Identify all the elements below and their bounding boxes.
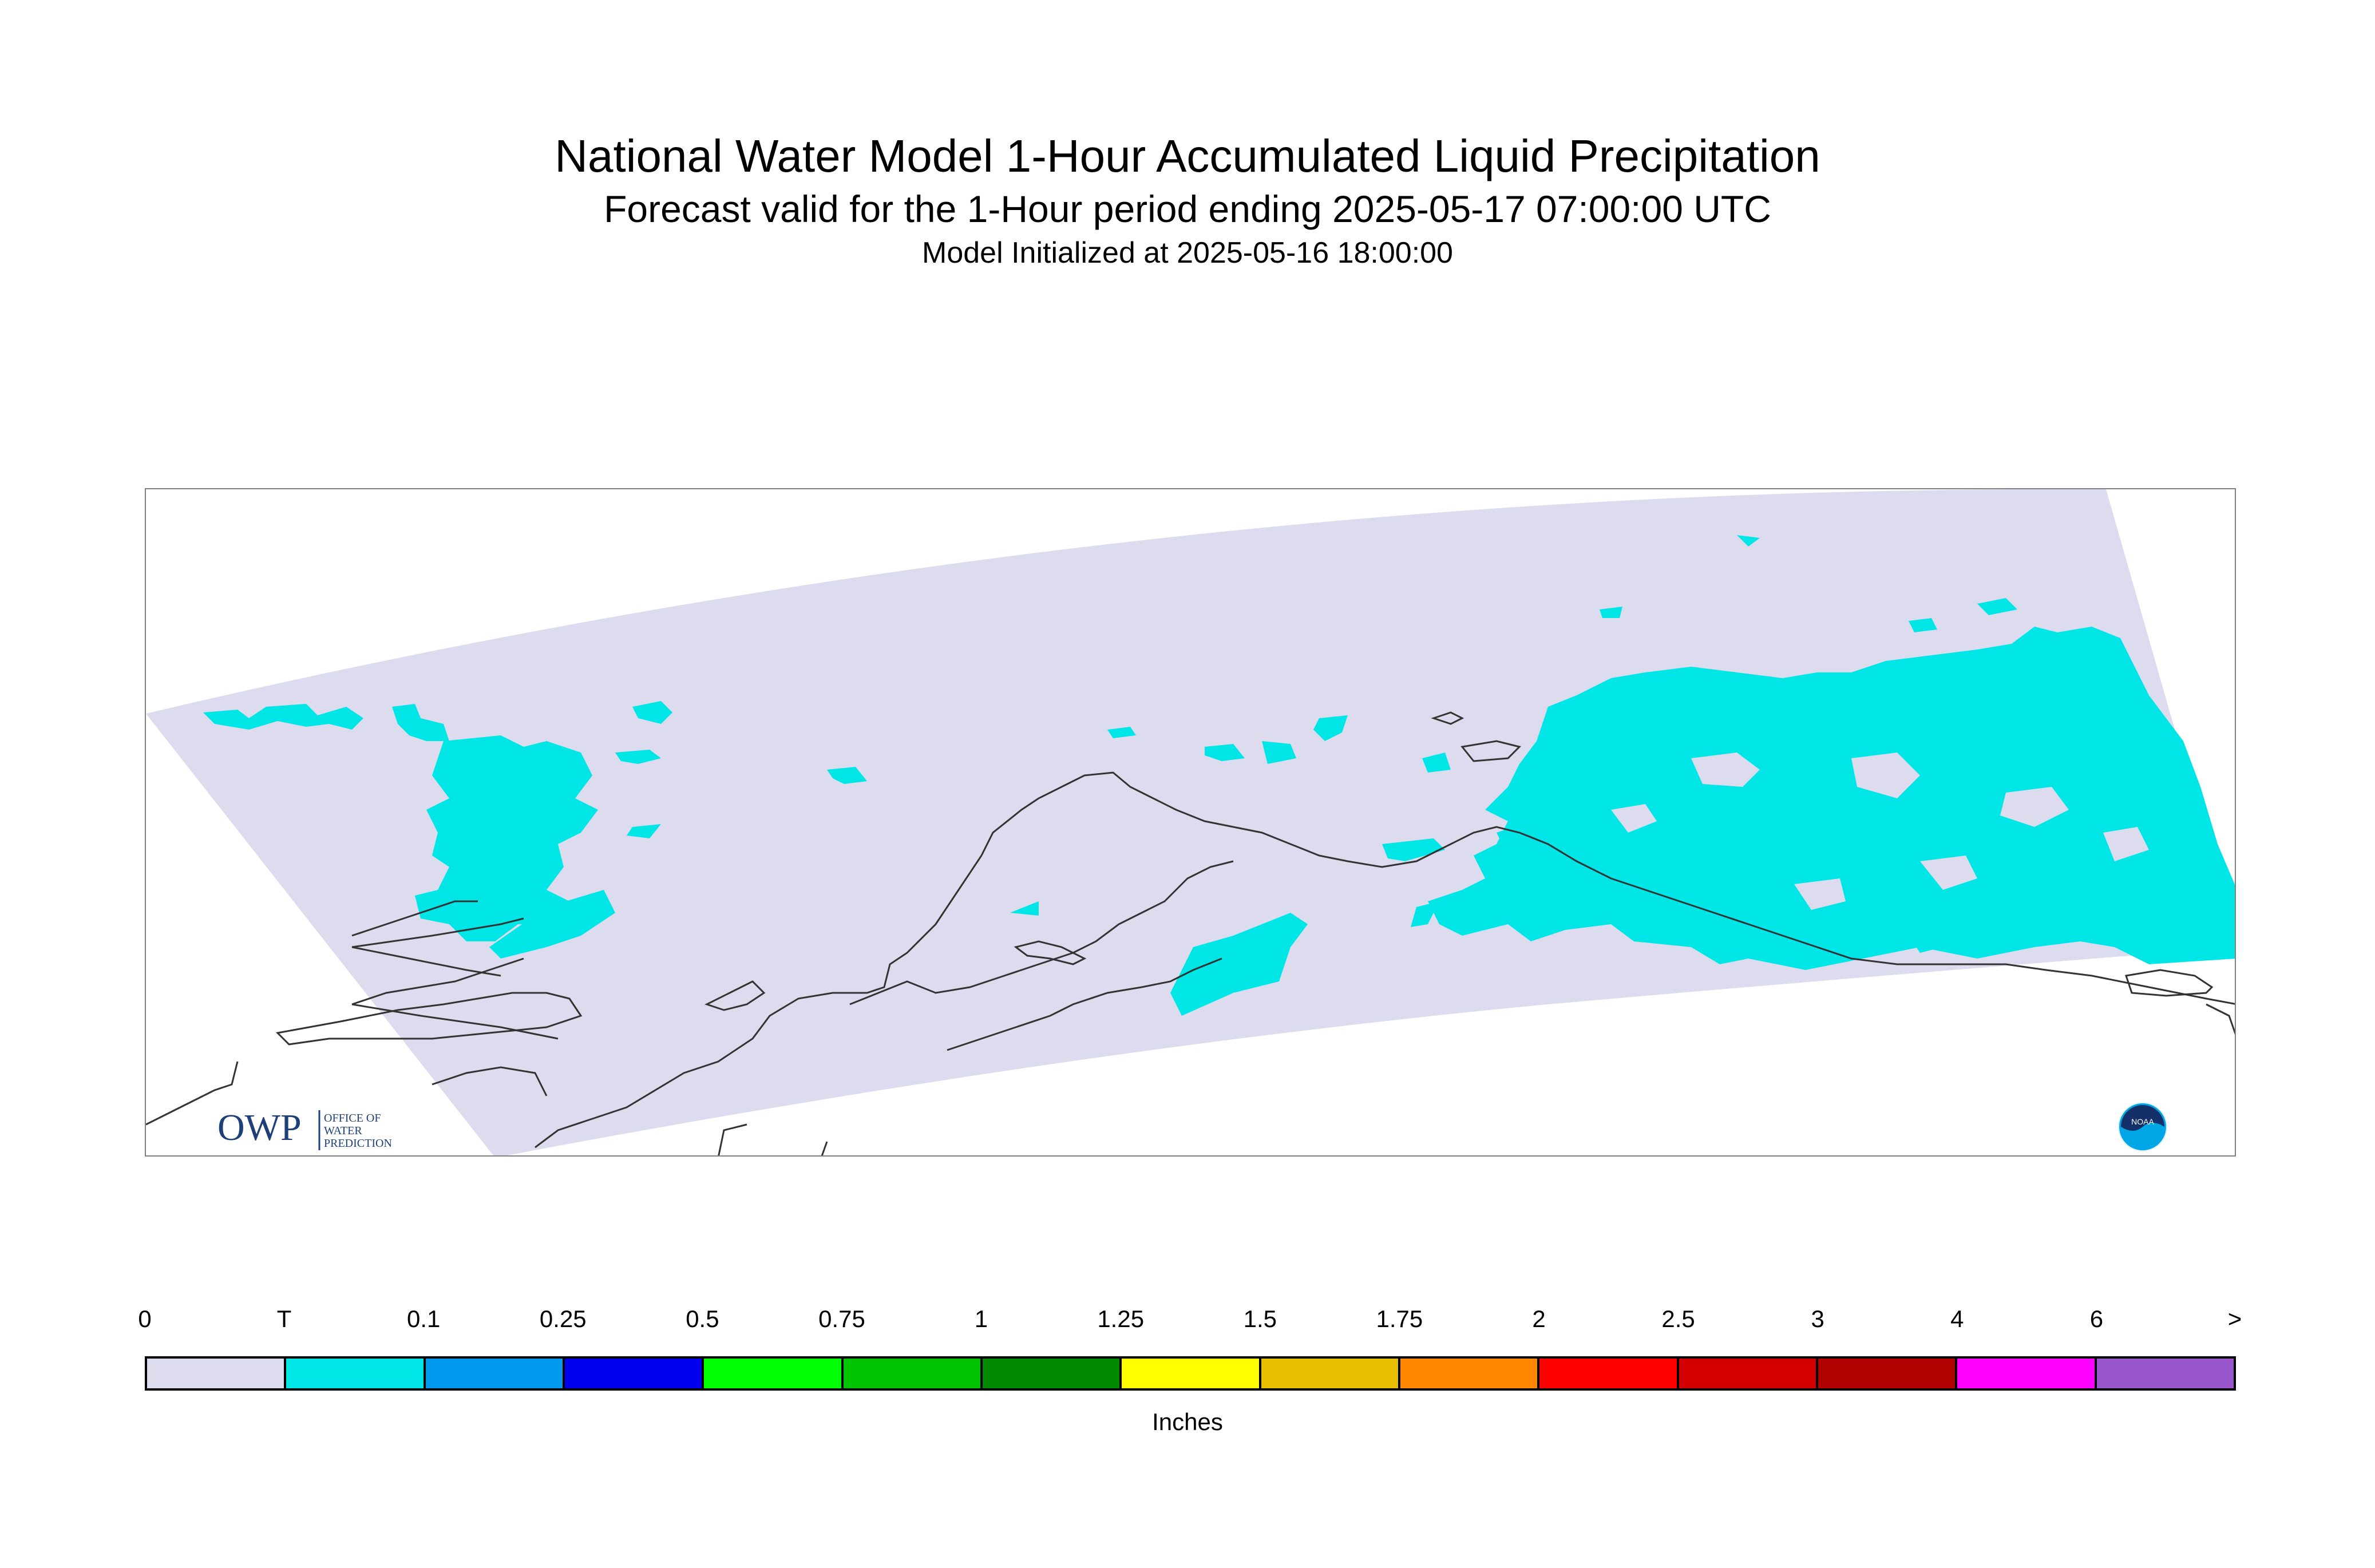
dry-patch [1851, 753, 1920, 798]
precip-patch [1262, 741, 1296, 764]
coastline [432, 1066, 548, 1096]
coastline [351, 957, 524, 1005]
precipitation-map [145, 488, 2236, 1157]
dry-patch [1794, 878, 1846, 910]
legend-tick-label: 6 [2089, 1305, 2104, 1332]
legend-tick-label: 2.5 [1661, 1305, 1695, 1332]
precip-patch [1010, 901, 1039, 916]
coastline [1460, 740, 1521, 762]
coastline [947, 957, 1222, 1051]
coastlines [146, 711, 2235, 1155]
legend-tick-label: > [2227, 1305, 2242, 1332]
legend-swatch [1818, 1359, 1958, 1388]
legend-swatch [425, 1359, 565, 1388]
legend-swatch [286, 1359, 426, 1388]
precip-patch [203, 704, 363, 730]
dry-patch [1920, 856, 1977, 890]
legend-tick-label: 0.1 [406, 1305, 441, 1332]
legend-tick-label: 0 [138, 1305, 152, 1332]
precip-patch [1313, 715, 1348, 741]
legend-swatch [1539, 1359, 1679, 1388]
legend-tick-label: 3 [1811, 1305, 1824, 1332]
precip-patch [1600, 607, 1622, 618]
precip-patch [615, 750, 661, 764]
legend-tick-label: 1.75 [1376, 1305, 1423, 1332]
precip-patch [1170, 913, 1308, 1016]
owp-logo: OWP OFFICE OF WATER PREDICTION [217, 1104, 435, 1156]
legend-swatch [843, 1359, 983, 1388]
legend-tick-label: 0.5 [686, 1305, 719, 1332]
coastline [821, 1141, 828, 1155]
legend-swatch [1679, 1359, 1818, 1388]
legend-swatch [1122, 1359, 1261, 1388]
coastline [275, 992, 583, 1046]
dry-patch [1691, 753, 1760, 787]
legend-tick-label: 1.5 [1243, 1305, 1277, 1332]
coastline [2206, 1003, 2235, 1035]
forecast-valid-subtitle: Forecast valid for the 1-Hour period end… [604, 188, 1771, 230]
legend-swatch [147, 1359, 287, 1388]
legend-swatch [704, 1359, 844, 1388]
precip-patch [415, 735, 598, 941]
legend-tick-label: T [276, 1305, 292, 1332]
precip-legend: 0 T 0.1 0.25 0.5 0.75 1 1.25 1.5 1.75 2 2.5 3 4 6 > Inc… [0, 1305, 2375, 1454]
legend-swatch [1400, 1359, 1540, 1388]
precip-patch [1205, 744, 1245, 761]
legend-swatch [1957, 1359, 2097, 1388]
legend-swatch [564, 1359, 704, 1388]
legend-tick-label: 1 [974, 1305, 988, 1332]
map-title: National Water Model 1-Hour Accumulated … [555, 130, 1820, 181]
precip-patch [1422, 753, 1451, 773]
owp-logo-mark: OWP [217, 1107, 302, 1149]
precip-patch [1909, 618, 1937, 632]
coastline [1014, 940, 1087, 965]
noaa-logo: NOAA [2117, 1102, 2168, 1152]
coastline [351, 946, 501, 977]
model-domain-area [146, 489, 2235, 1155]
legend-tick-label: 0.75 [818, 1305, 865, 1332]
owp-logo-line-2: WATER [324, 1124, 362, 1137]
precip-patch [627, 824, 661, 838]
precip-patch [489, 890, 615, 959]
coastline [849, 860, 1234, 1005]
coastline [2125, 969, 2214, 997]
precip-patch [632, 701, 672, 724]
dry-patch [2000, 787, 2069, 827]
precip-patch [1909, 930, 1943, 953]
coastline [146, 1061, 239, 1126]
coastline [351, 1003, 559, 1040]
coastline [351, 900, 478, 937]
dry-areas [1611, 753, 2149, 910]
precip-patch [392, 704, 449, 741]
legend-tick-label: 0.25 [539, 1305, 587, 1332]
dry-patch [2103, 827, 2149, 861]
legend-colorbar [145, 1356, 2236, 1391]
precip-patch [827, 767, 867, 784]
noaa-logo-text: NOAA [2131, 1117, 2154, 1126]
legend-swatch [982, 1359, 1122, 1388]
coastline [704, 980, 766, 1011]
coastline [1431, 711, 1464, 725]
coastline [980, 771, 2235, 1005]
owp-logo-line-1: OFFICE OF [324, 1112, 381, 1124]
precip-patch [1382, 838, 1445, 861]
map-canvas [146, 489, 2235, 1155]
legend-swatch [1261, 1359, 1400, 1388]
dry-patch [1611, 804, 1657, 833]
coastline [535, 855, 983, 1149]
precip-patch [1737, 535, 1760, 547]
legend-swatch [2096, 1359, 2234, 1388]
legend-units-label: Inches [1152, 1408, 1223, 1435]
legend-tick-label: 2 [1532, 1305, 1546, 1332]
precip-patch [1977, 598, 2017, 615]
coastline [351, 917, 524, 948]
model-init-subtitle: Model Initialized at 2025-05-16 18:00:00 [922, 236, 1453, 270]
coastline [718, 1123, 747, 1155]
legend-tick-label: 1.25 [1097, 1305, 1145, 1332]
legend-tick-label: 4 [1950, 1305, 1964, 1332]
owp-logo-line-3: PREDICTION [324, 1137, 392, 1150]
precip-patch [1107, 727, 1136, 738]
